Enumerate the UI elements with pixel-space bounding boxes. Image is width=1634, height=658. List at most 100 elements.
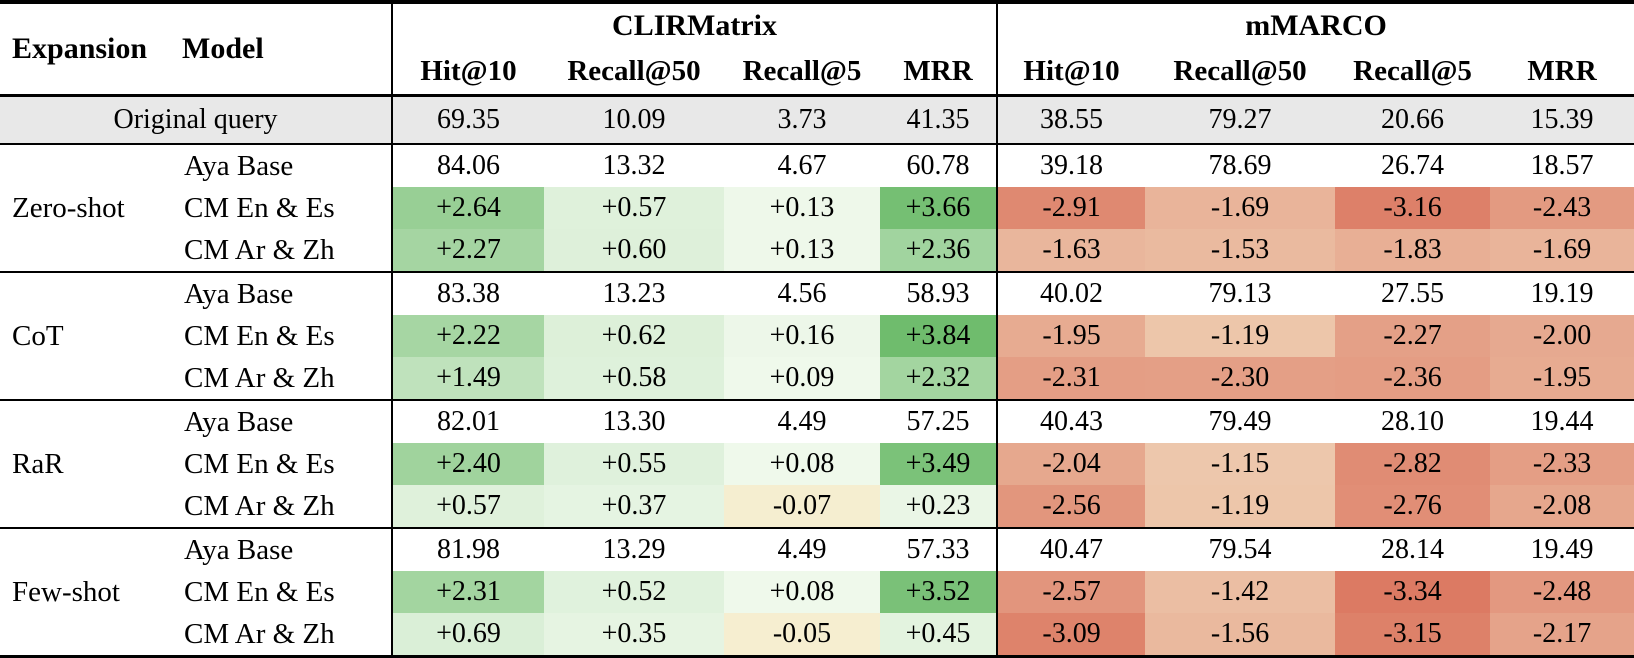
- metric-cell: +0.52: [544, 571, 724, 613]
- metric-cell: 19.44: [1490, 399, 1634, 443]
- metric-cell: -1.95: [996, 315, 1146, 357]
- metric-cell: 40.43: [996, 399, 1146, 443]
- metric-cell: 84.06: [391, 143, 544, 187]
- metric-cell: 13.30: [544, 399, 724, 443]
- metric-cell: 27.55: [1335, 271, 1491, 315]
- metric-cell: +2.32: [880, 357, 998, 400]
- metric-cell: +3.84: [880, 315, 998, 357]
- table-row: CM Ar & Zh +0.69 +0.35 -0.05 +0.45 -3.09 -1.56…: [0, 613, 1634, 657]
- model-cell: CM Ar & Zh: [184, 617, 335, 650]
- model-cell: CM Ar & Zh: [184, 489, 335, 522]
- baseline-label: Original query: [0, 95, 392, 145]
- table-header: Expansion Model CLIRMatrix mMARCO Hit@10…: [0, 2, 1634, 97]
- metric-cell: +3.66: [880, 187, 998, 229]
- expansion-cell: Zero-shot: [0, 143, 170, 272]
- model-cell: CM Ar & Zh: [184, 233, 335, 266]
- model-cell: CM En & Es: [184, 191, 335, 224]
- metric-cell: 28.10: [1335, 399, 1491, 443]
- metric-cell: -1.63: [996, 229, 1146, 272]
- metric-cell: 79.49: [1145, 399, 1336, 443]
- group-header-row: Expansion Model CLIRMatrix mMARCO: [0, 2, 1634, 97]
- header-metric-clir-recall50: Recall@50: [544, 48, 724, 97]
- baseline-row: Original query 69.35 10.09 3.73 41.35 38.55 79…: [0, 95, 1634, 145]
- header-expansion: Expansion: [0, 2, 170, 97]
- header-metric-clir-hit10: Hit@10: [391, 48, 544, 97]
- expansion-cell: RaR: [0, 399, 170, 528]
- table-row: CM Ar & Zh +2.27 +0.60 +0.13 +2.36 -1.63 -1.53…: [0, 229, 1634, 272]
- header-metric-clir-mrr: MRR: [880, 48, 998, 97]
- metric-cell: 82.01: [391, 399, 544, 443]
- metric-cell: -1.95: [1490, 357, 1634, 400]
- metric-cell: -1.53: [1145, 229, 1336, 272]
- metric-cell: 78.69: [1145, 143, 1336, 187]
- metric-cell: 4.56: [724, 271, 880, 315]
- model-cell: Aya Base: [170, 527, 392, 571]
- metric-cell: +1.49: [391, 357, 544, 400]
- metric-cell: +0.60: [544, 229, 724, 272]
- metric-cell: 19.19: [1490, 271, 1634, 315]
- metric-cell: +0.69: [391, 613, 544, 657]
- metric-cell: -2.57: [996, 571, 1146, 613]
- expansion-cell: Few-shot: [0, 527, 170, 657]
- metric-cell: 13.29: [544, 527, 724, 571]
- model-cell: CM En & Es: [184, 575, 335, 608]
- metric-cell: -1.19: [1145, 485, 1336, 528]
- table-row: CM En & Es +2.31 +0.52 +0.08 +3.52 -2.57 -1.42…: [0, 571, 1634, 613]
- metric-cell: +0.23: [880, 485, 998, 528]
- metric-cell: -2.36: [1335, 357, 1491, 400]
- metric-cell: 19.49: [1490, 527, 1634, 571]
- metric-cell: 57.25: [880, 399, 998, 443]
- metric-cell: -3.15: [1335, 613, 1491, 657]
- metric-cell: +2.22: [391, 315, 544, 357]
- metric-cell: 26.74: [1335, 143, 1491, 187]
- metric-cell: -0.07: [724, 485, 880, 528]
- metric-cell: +0.57: [544, 187, 724, 229]
- metric-cell: +2.27: [391, 229, 544, 272]
- metric-cell: +0.37: [544, 485, 724, 528]
- metric-cell: +0.58: [544, 357, 724, 400]
- metric-cell: +0.09: [724, 357, 880, 400]
- metric-cell: -1.69: [1490, 229, 1634, 272]
- metric-cell: -3.16: [1335, 187, 1491, 229]
- metric-cell: -0.05: [724, 613, 880, 657]
- table-row: RaR Aya Base 82.01 13.30 4.49 57.25 40.43 79.49…: [0, 399, 1634, 528]
- metric-cell: 39.18: [996, 143, 1146, 187]
- model-cell: CM En & Es: [184, 447, 335, 480]
- metric-cell: -1.19: [1145, 315, 1336, 357]
- metric-cell: +2.40: [391, 443, 544, 485]
- metric-cell: -2.56: [996, 485, 1146, 528]
- metric-cell: 81.98: [391, 527, 544, 571]
- baseline-value: 79.27: [1145, 95, 1336, 145]
- metric-cell: 40.02: [996, 271, 1146, 315]
- metric-cell: -1.83: [1335, 229, 1491, 272]
- metric-cell: -1.42: [1145, 571, 1336, 613]
- metric-cell: -2.27: [1335, 315, 1491, 357]
- header-metric-clir-recall5: Recall@5: [724, 48, 880, 97]
- metric-cell: +0.55: [544, 443, 724, 485]
- table-row: CM Ar & Zh +0.57 +0.37 -0.07 +0.23 -2.56 -1.19…: [0, 485, 1634, 528]
- metric-cell: +0.16: [724, 315, 880, 357]
- metric-cell: -2.17: [1490, 613, 1634, 657]
- baseline-value: 20.66: [1335, 95, 1491, 145]
- metric-cell: 79.54: [1145, 527, 1336, 571]
- metric-cell: -2.08: [1490, 485, 1634, 528]
- metric-cell: +3.49: [880, 443, 998, 485]
- table-row: CM En & Es +2.64 +0.57 +0.13 +3.66 -2.91 -1.69…: [0, 187, 1634, 229]
- metric-cell: -2.04: [996, 443, 1146, 485]
- metric-cell: 40.47: [996, 527, 1146, 571]
- metric-cell: 13.23: [544, 271, 724, 315]
- metric-cell: -1.15: [1145, 443, 1336, 485]
- table-row: Few-shot Aya Base 81.98 13.29 4.49 57.33 40.47…: [0, 527, 1634, 657]
- metric-cell: +0.08: [724, 443, 880, 485]
- model-cell: Aya Base: [170, 271, 392, 315]
- header-group-clirmatrix: CLIRMatrix: [390, 2, 998, 48]
- baseline-value: 38.55: [996, 95, 1146, 145]
- metric-cell: +0.62: [544, 315, 724, 357]
- metric-header-row: Hit@10 Recall@50 Recall@5 MRR Hit@10 Rec…: [0, 48, 1634, 97]
- metric-cell: -2.82: [1335, 443, 1491, 485]
- table-row: CM En & Es +2.40 +0.55 +0.08 +3.49 -2.04 -1.15…: [0, 443, 1634, 485]
- model-cell: Aya Base: [170, 143, 392, 187]
- metric-cell: 58.93: [880, 271, 998, 315]
- metric-cell: -2.00: [1490, 315, 1634, 357]
